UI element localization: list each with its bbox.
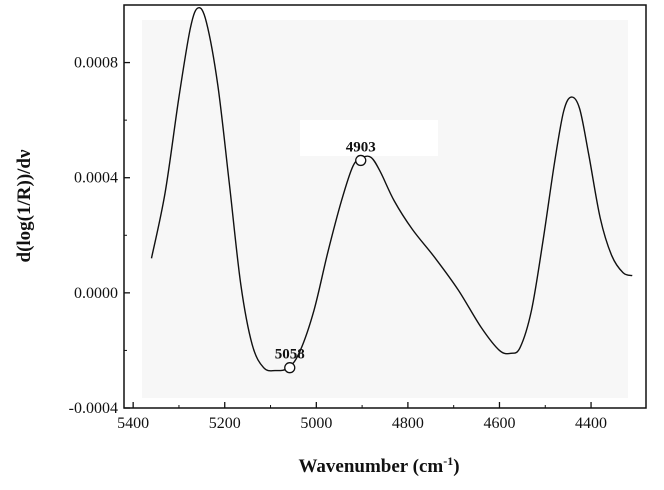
y-axis-title: d(log(1/R))/dν (14, 149, 35, 263)
x-tick-label-5400: 5400 (117, 415, 149, 432)
annotation-label-4903: 4903 (346, 139, 376, 155)
plot-area-fill (142, 20, 628, 398)
x-tick-label-5200: 5200 (209, 415, 241, 432)
annotation-layer: 4903 5058 (275, 139, 376, 374)
y-tick-label--0.0004: -0.0004 (69, 400, 118, 417)
x-axis-title-main: Wavenumber (cm (298, 456, 443, 477)
tick-layer: 5400 5200 5000 4800 4600 4400 -0.0004 0.0000 0.0… (69, 4, 607, 432)
plot-frame (123, 4, 647, 409)
x-tick-label-4800: 4800 (392, 415, 424, 432)
annotation-marker-5058 (284, 362, 296, 374)
annotation-backdrop (300, 120, 438, 156)
y-tick-label-0.0004: 0.0004 (74, 170, 118, 187)
x-axis-title-close: ) (453, 456, 459, 477)
x-tick-label-4600: 4600 (483, 415, 515, 432)
series-line-0 (150, 7, 633, 372)
series-layer (150, 7, 633, 372)
y-tick-label-0.0000: 0.0000 (74, 285, 118, 302)
x-tick-label-4400: 4400 (575, 415, 607, 432)
annotation-marker-4903 (355, 154, 367, 167)
x-axis-title: Wavenumber (cm-1) (298, 454, 459, 477)
x-axis-title-superscript: -1 (443, 454, 453, 468)
annotation-label-5058: 5058 (275, 347, 305, 363)
y-tick-label-0.0008: 0.0008 (74, 55, 118, 72)
x-tick-label-5000: 5000 (300, 415, 332, 432)
